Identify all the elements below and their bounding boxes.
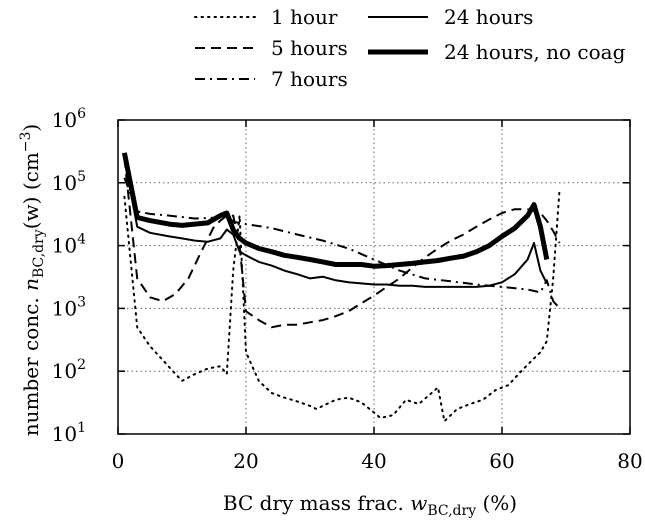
x-label-sub: BC,dry bbox=[427, 503, 476, 519]
y-axis-ticks: 101 102 103 104 105 106 bbox=[52, 106, 630, 446]
legend: 1 hour 5 hours 7 hours 24 hours 24 hours, no… bbox=[194, 5, 626, 91]
y-label-unit: (cm bbox=[19, 152, 43, 196]
legend-label: 1 hour bbox=[271, 5, 338, 29]
y-tick-label: 101 bbox=[52, 420, 86, 446]
y-label-main: number conc. bbox=[19, 291, 43, 436]
y-label-var: n bbox=[19, 278, 43, 291]
y-tick-label: 103 bbox=[52, 294, 86, 320]
series-layer bbox=[121, 152, 561, 423]
y-label-sub: BC,dry bbox=[31, 229, 47, 278]
series-line-7-hours bbox=[123, 177, 561, 310]
x-axis-label: BC dry mass frac. wBC,dry (%) bbox=[223, 491, 517, 519]
series-line-24-hours-no-coag bbox=[121, 152, 550, 269]
x-label-var: w bbox=[410, 491, 427, 515]
x-tick-label: 40 bbox=[361, 449, 386, 473]
x-label-main: BC dry mass frac. bbox=[223, 491, 410, 515]
series-line-5-hours bbox=[123, 157, 561, 329]
legend-label: 5 hours bbox=[271, 36, 348, 60]
y-tick-label: 102 bbox=[52, 357, 86, 383]
y-tick-label: 105 bbox=[52, 169, 86, 195]
series-line-1-hour bbox=[123, 187, 561, 423]
y-label-unit-close: ) bbox=[19, 124, 43, 132]
x-axis-ticks: 0 20 40 60 80 bbox=[112, 120, 643, 473]
y-label-arg: (w) bbox=[19, 197, 43, 230]
y-tick-label: 106 bbox=[52, 106, 86, 132]
y-axis-label: number conc. nBC,dry(w) (cm−3) bbox=[18, 124, 47, 437]
x-tick-label: 80 bbox=[617, 449, 642, 473]
grid bbox=[118, 120, 630, 434]
legend-label: 24 hours, no coag bbox=[444, 40, 626, 64]
legend-label: 24 hours bbox=[444, 5, 533, 29]
y-tick-label: 104 bbox=[52, 232, 86, 258]
x-label-unit: (%) bbox=[476, 491, 517, 515]
x-tick-label: 0 bbox=[112, 449, 125, 473]
y-label-unit-exp: −3 bbox=[18, 132, 34, 153]
series-line-24-hours bbox=[123, 157, 548, 288]
x-tick-label: 20 bbox=[233, 449, 258, 473]
x-tick-label: 60 bbox=[489, 449, 514, 473]
legend-label: 7 hours bbox=[271, 67, 348, 91]
